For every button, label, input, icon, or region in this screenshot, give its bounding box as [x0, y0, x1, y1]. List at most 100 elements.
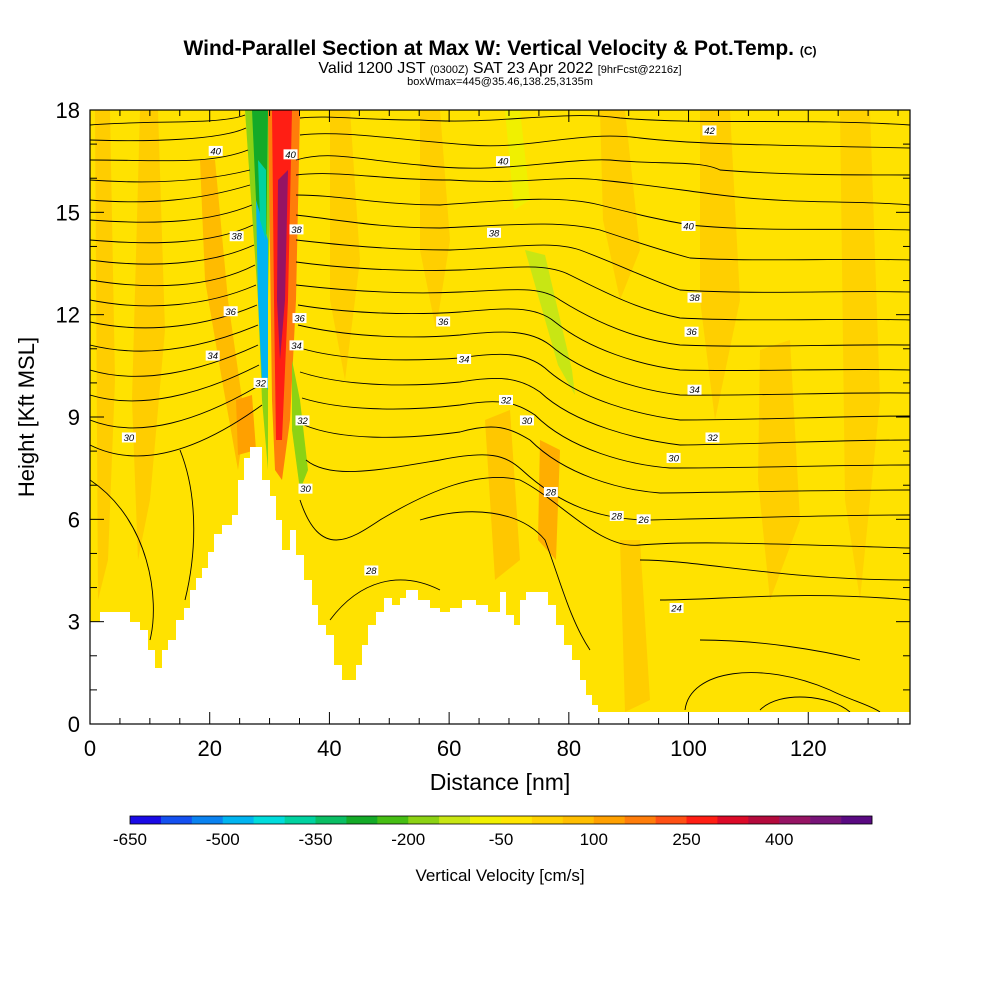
shade-yellowgreen-band — [505, 110, 530, 210]
contour-label-bg — [498, 394, 513, 405]
theta-contour-line — [90, 264, 910, 347]
contour-label-text: 36 — [686, 327, 697, 338]
theta-contour-label: 40 — [208, 145, 223, 157]
contour-label-text: 32 — [501, 395, 512, 406]
x-tick-label: 40 — [317, 736, 341, 761]
contour-label-bg — [666, 452, 681, 463]
contour-label-bg — [289, 224, 304, 235]
theta-contour-line — [90, 284, 910, 372]
theta-contour-label: 30 — [298, 483, 313, 495]
theta-contour-label: 38 — [687, 292, 702, 304]
shade-orange-band — [485, 410, 520, 580]
contour-label-text: 36 — [438, 317, 449, 328]
updraft-core-maroon — [277, 170, 288, 360]
theta-contour-line — [90, 344, 910, 446]
colorbar-swatch — [160, 816, 193, 824]
contour-label-text: 30 — [124, 433, 135, 444]
theta-contour-line — [639, 559, 910, 713]
contour-label-bg — [681, 220, 696, 231]
contour-label-bg — [669, 603, 684, 614]
plot-area — [90, 110, 910, 724]
contour-label-bg — [208, 145, 223, 156]
shade-orange-band — [600, 110, 640, 300]
x-tick-label: 100 — [670, 736, 707, 761]
x-axis: 0 20 40 60 80 100 120 — [84, 110, 899, 761]
contour-label-text: 40 — [498, 157, 509, 168]
theta-contour-line — [90, 184, 910, 231]
contour-label-text: 30 — [668, 453, 679, 464]
contour-label-text: 36 — [294, 314, 305, 325]
colorbar-swatch — [191, 816, 224, 824]
colorbar-label: Vertical Velocity [cm/s] — [415, 866, 584, 885]
x-tick-label: 120 — [790, 736, 827, 761]
y-tick-label: 18 — [56, 98, 80, 123]
theta-contour-label: 36 — [223, 306, 238, 318]
colorbar-swatch — [748, 816, 780, 824]
theta-contour-label: 36 — [436, 316, 451, 328]
theta-contour-label: 34 — [289, 340, 304, 352]
contour-label-text: 24 — [670, 604, 682, 615]
colorbar-swatch — [501, 816, 533, 824]
x-tick-label: 80 — [557, 736, 581, 761]
contour-label-text: 34 — [291, 341, 302, 352]
theta-contour-label: 32 — [253, 377, 268, 389]
shade-orange-band — [700, 110, 740, 420]
y-tick-label: 6 — [68, 507, 80, 532]
colorbar-tick-label: 250 — [672, 830, 700, 849]
theta-contour-label: 36 — [292, 313, 307, 325]
contour-label-bg — [292, 313, 307, 324]
theta-contour-label: 28 — [609, 510, 624, 522]
theta-contour-label: 40 — [495, 156, 510, 168]
colorbar-tick-label: -50 — [489, 830, 514, 849]
theta-contour-line — [90, 224, 910, 293]
contour-label-bg — [636, 514, 651, 525]
colorbar-tick-label: 400 — [765, 830, 793, 849]
theta-contour-label: 30 — [666, 452, 681, 464]
colorbar-tick-label: -650 — [113, 830, 147, 849]
shade-orange-band — [420, 110, 450, 330]
velocity-shading — [95, 110, 880, 712]
theta-contour-label: 32 — [498, 394, 513, 406]
contour-label-text: 40 — [210, 146, 221, 157]
contour-label-text: 40 — [285, 150, 296, 161]
contour-label-text: 34 — [689, 385, 700, 396]
contour-label-text: 28 — [365, 566, 377, 577]
contour-label-text: 36 — [225, 307, 236, 318]
subtitle-date: SAT 23 Apr 2022 — [472, 60, 594, 77]
theta-contour-line — [90, 304, 910, 396]
shade-orange-band — [236, 395, 256, 455]
contour-label-bg — [457, 354, 472, 365]
contour-label-text: 42 — [704, 126, 715, 137]
contour-label-bg — [687, 384, 702, 395]
shade-orange-band — [538, 440, 560, 560]
theta-contour-label: 32 — [295, 415, 310, 427]
theta-contour-label: 40 — [283, 149, 298, 161]
theta-contour-line — [90, 476, 910, 641]
theta-contour-label: 34 — [205, 350, 220, 362]
subtitle-forecast: [9hrFcst@2216z] — [597, 64, 682, 76]
contour-label-bg — [436, 316, 451, 327]
theta-contour-label: 30 — [519, 415, 534, 427]
y-axis-label: Height [Kft MSL] — [14, 337, 39, 497]
chart-title-suffix: (C) — [799, 44, 817, 58]
contour-label-layer: 40 40 40 42 40 38 38 38 38 36 36 36 36 34 34 34 34 32 32 32… — [121, 125, 720, 615]
subtitle-utc: (0300Z) — [429, 64, 469, 76]
contour-label-text: 38 — [291, 225, 302, 236]
y-tick-label: 15 — [56, 200, 80, 225]
theta-contour-label: 38 — [289, 224, 304, 236]
contour-label-bg — [684, 326, 699, 337]
colorbar-tick-label: -500 — [206, 830, 240, 849]
theta-contour-label: 38 — [229, 231, 244, 243]
shade-yellowgreen-band — [525, 250, 575, 395]
colorbar-swatch — [284, 816, 316, 824]
contour-label-bg — [487, 227, 502, 238]
contour-label-bg — [229, 231, 244, 242]
colorbar-swatch — [810, 816, 842, 824]
colorbar-swatch — [315, 816, 347, 824]
colorbar-swatch — [779, 816, 811, 824]
colorbar-tick-label: -200 — [391, 830, 425, 849]
chart-title: Wind-Parallel Section at Max W: Vertical… — [0, 37, 1000, 61]
contour-label-bg — [687, 292, 702, 303]
x-axis-label: Distance [nm] — [430, 769, 571, 795]
contour-label-bg — [289, 340, 304, 351]
